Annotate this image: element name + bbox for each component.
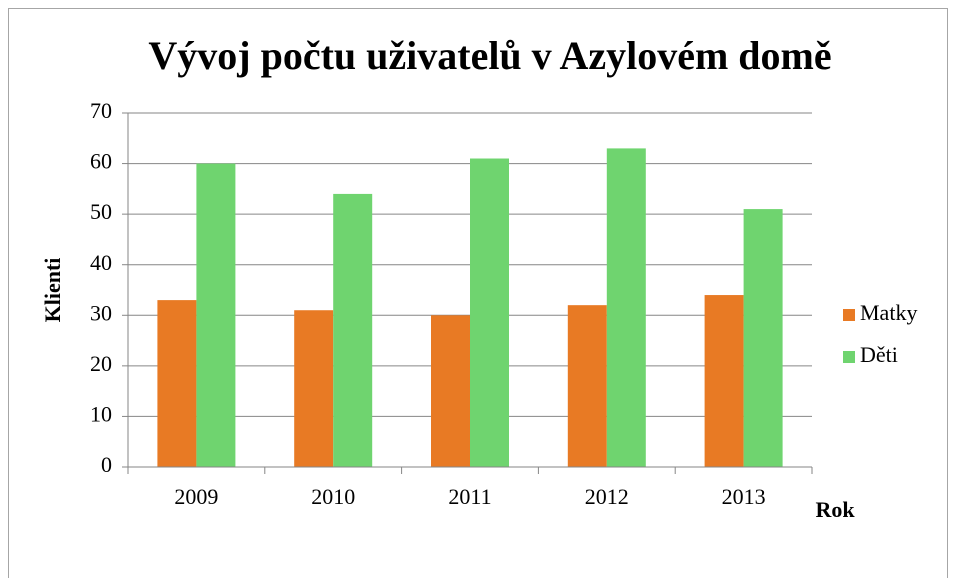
y-axis-label: Klienti [40, 258, 65, 323]
bar [294, 310, 334, 467]
bar [196, 163, 236, 468]
chart-title: Vývoj počtu uživatelů v Azylovém domě [148, 33, 831, 78]
bar [704, 295, 744, 467]
bar [470, 158, 509, 467]
bar [606, 148, 646, 467]
x-tick-label: 2011 [448, 484, 491, 509]
legend-label: Děti [860, 342, 898, 367]
x-tick-label: 2013 [722, 484, 766, 509]
y-tick-label: 30 [90, 300, 112, 325]
y-tick-label: 0 [101, 452, 112, 477]
bar [431, 315, 470, 467]
x-axis-label: Rok [815, 497, 855, 522]
legend-label: Matky [860, 300, 917, 325]
legend-swatch [843, 351, 855, 363]
chart-border [8, 8, 948, 578]
bar [743, 209, 783, 468]
y-tick-label: 70 [90, 98, 112, 123]
bar [157, 300, 197, 467]
y-tick-label: 10 [90, 401, 112, 426]
y-tick-label: 20 [90, 351, 112, 376]
legend-swatch [843, 309, 855, 321]
y-tick-label: 60 [90, 149, 112, 174]
y-tick-label: 40 [90, 250, 112, 275]
x-tick-label: 2010 [311, 484, 355, 509]
x-tick-label: 2012 [585, 484, 629, 509]
x-tick-label: 2009 [174, 484, 218, 509]
y-tick-label: 50 [90, 199, 112, 224]
bar [333, 193, 373, 467]
bar [567, 305, 607, 467]
